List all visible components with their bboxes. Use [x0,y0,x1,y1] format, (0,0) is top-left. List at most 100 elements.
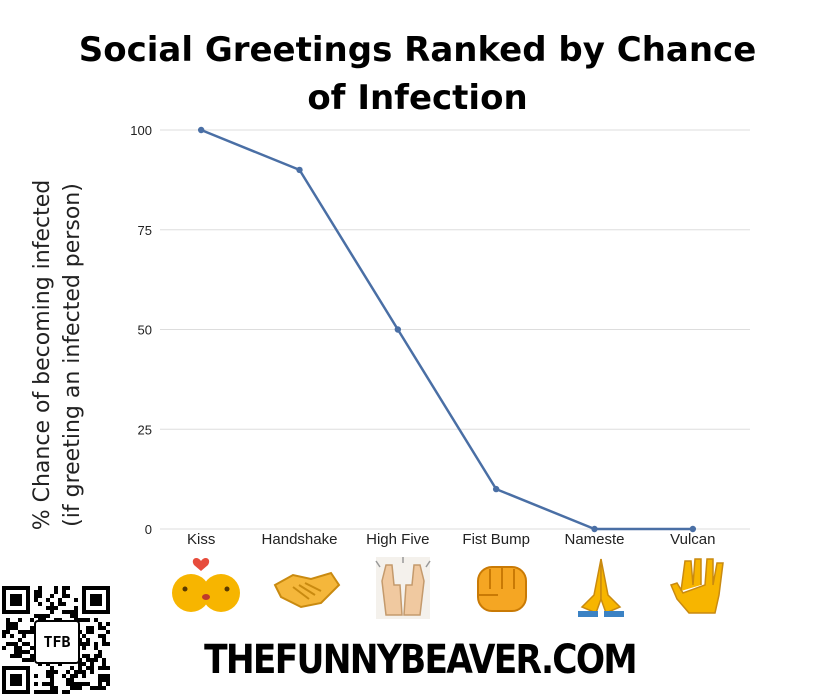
qr-module [50,670,54,674]
qr-module [86,638,90,642]
qr-module [94,658,98,662]
qr-module [58,662,62,666]
qr-module [102,634,106,638]
qr-module [50,594,54,598]
qr-module [66,594,70,598]
high-five-icon [375,557,431,619]
qr-module [22,650,26,654]
qr-module [90,658,94,662]
qr-module [102,686,106,690]
qr-module [6,630,10,634]
qr-module [106,622,110,626]
qr-module [50,690,54,694]
qr-module [78,630,82,634]
qr-module [2,630,6,634]
qr-code-pattern [2,586,110,694]
x-category-label: Handshake [262,531,338,548]
vulcan-salute-icon [669,558,724,614]
data-point [591,525,598,533]
qr-module [98,634,102,638]
qr-module [6,622,10,626]
qr-module [86,682,90,686]
qr-module [82,634,86,638]
x-category-label: High Five [366,531,429,548]
qr-module [22,658,26,662]
qr-module [106,674,110,678]
y-tick-label: 50 [138,323,152,338]
qr-module [50,666,54,670]
qr-module [66,682,70,686]
qr-module [62,690,66,694]
qr-module [18,654,22,658]
qr-module [78,658,82,662]
qr-module [106,678,110,682]
qr-module [10,654,14,658]
qr-module [94,642,98,646]
qr-module [70,686,74,690]
qr-module [14,646,18,650]
qr-module [50,606,54,610]
qr-module [34,674,38,678]
qr-module [42,690,46,694]
qr-module [38,690,42,694]
qr-module [82,662,86,666]
qr-module [46,614,50,618]
qr-module [34,690,38,694]
qr-module [18,630,22,634]
qr-module [26,630,30,634]
qr-module [38,614,42,618]
qr-module [70,666,74,670]
qr-module [30,658,34,662]
qr-module [106,642,110,646]
qr-module [66,670,70,674]
qr-module [14,622,18,626]
qr-module [30,618,34,622]
qr-module [102,662,106,666]
qr-badge: TFB [34,620,80,664]
qr-module [62,674,66,678]
qr-module [62,594,66,598]
qr-module [22,642,26,646]
qr-module [50,686,54,690]
qr-module [30,646,34,650]
qr-module [66,586,70,590]
qr-module [98,682,102,686]
qr-module [74,686,78,690]
qr-module [90,670,94,674]
qr-module [10,622,14,626]
qr-module [34,598,38,602]
qr-module [46,662,50,666]
qr-module [90,626,94,630]
qr-module [70,678,74,682]
x-category-label: Vulcan [670,531,715,548]
qr-module [82,670,86,674]
qr-module [14,654,18,658]
x-category-label: Nameste [564,531,624,548]
fist-bump-icon [477,566,527,612]
qr-module [46,674,50,678]
data-point [492,485,500,493]
qr-module [102,678,106,682]
qr-module [70,610,74,614]
qr-module [106,630,110,634]
qr-module [54,590,58,594]
kiss-face-icon [172,558,240,612]
qr-module [74,682,78,686]
qr-module [86,654,90,658]
qr-module [94,686,98,690]
qr-module [98,650,102,654]
qr-module [98,666,102,670]
qr-module [46,598,50,602]
data-point [394,326,402,333]
qr-module [78,682,82,686]
qr-module [102,674,106,678]
data-point [197,126,205,134]
qr-module [38,602,42,606]
qr-module [26,650,30,654]
qr-code: TFB [2,586,110,694]
qr-module [74,610,78,614]
qr-module [10,626,14,630]
qr-module [74,674,78,678]
qr-module [90,666,94,670]
qr-module [102,642,106,646]
